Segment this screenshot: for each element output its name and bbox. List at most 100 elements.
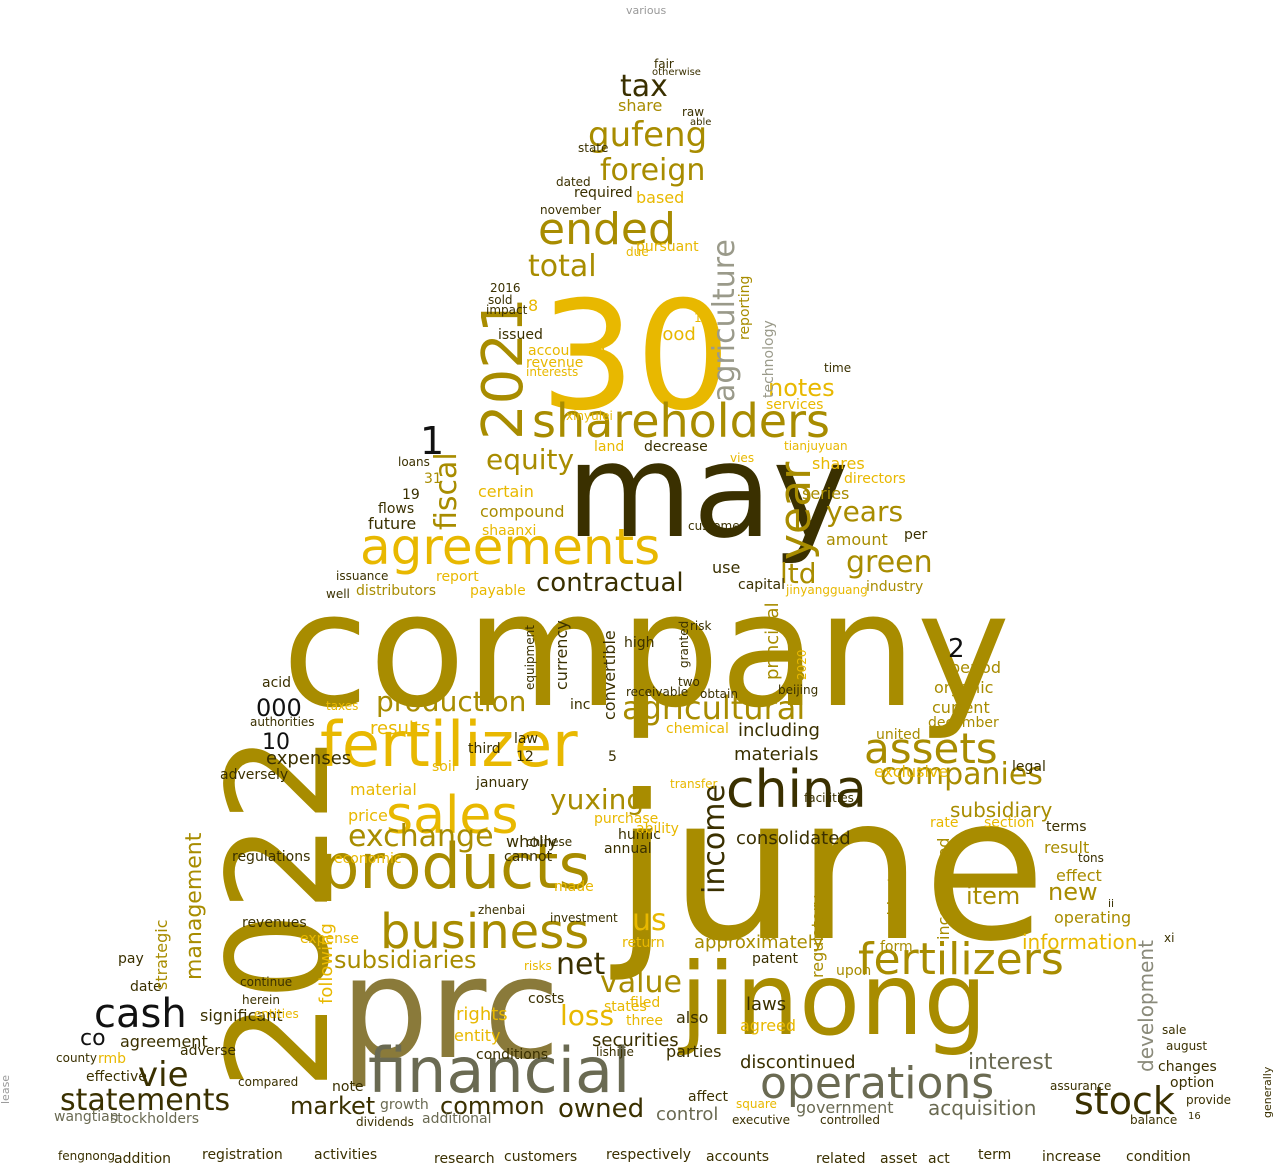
word: states	[604, 999, 647, 1015]
word: companies	[880, 757, 1043, 792]
word: company	[282, 559, 1011, 743]
word: state	[578, 141, 609, 155]
word: following	[316, 923, 337, 1004]
word: 2	[948, 634, 965, 664]
word: xi	[1164, 931, 1175, 945]
word: wholly	[506, 832, 558, 851]
word: pursuant	[636, 239, 699, 255]
word: agriculture	[707, 239, 742, 402]
word: convertible	[600, 630, 619, 720]
word: date	[130, 979, 162, 995]
word: well	[326, 587, 350, 601]
word: material	[350, 780, 417, 799]
word: loss	[560, 999, 615, 1032]
word: activities	[314, 1147, 378, 1163]
word: 8	[528, 296, 539, 315]
word: accounting	[528, 343, 606, 359]
word: equity	[486, 443, 575, 476]
word: made	[554, 879, 594, 895]
word: principal	[762, 602, 783, 680]
word: incorporated	[934, 837, 953, 940]
word: rate	[930, 815, 959, 831]
word: operating	[1054, 908, 1132, 927]
word: ability	[636, 821, 679, 837]
word: changes	[1158, 1059, 1217, 1075]
word: products	[320, 830, 591, 903]
word: 16	[1188, 1111, 1201, 1122]
word: balance	[1130, 1113, 1178, 1127]
word: able	[690, 117, 712, 128]
word: affect	[688, 1089, 729, 1105]
word: contractual	[536, 568, 684, 598]
word: adversely	[220, 767, 289, 783]
word: risks	[524, 959, 552, 973]
word: due	[626, 245, 649, 259]
word: zhenbai	[478, 903, 526, 917]
word: third	[468, 741, 501, 757]
word: pay	[118, 951, 144, 967]
word: transfer	[670, 777, 718, 791]
word: management	[182, 832, 207, 980]
word: assets	[864, 724, 998, 773]
word: stock	[1074, 1079, 1175, 1123]
word: jinong	[680, 941, 987, 1058]
word: fertilizers	[858, 934, 1064, 985]
word: us	[632, 903, 667, 938]
word: information	[1022, 930, 1138, 954]
word: june	[614, 753, 1047, 986]
word: time	[824, 361, 852, 375]
word: gufeng	[588, 115, 708, 155]
word: reporting	[737, 275, 753, 340]
word: exclusive	[874, 762, 949, 781]
word: provide	[1186, 1093, 1232, 1107]
word: facilities	[804, 791, 854, 805]
word: 31	[424, 471, 442, 487]
word: research	[434, 1151, 495, 1167]
word: payable	[470, 583, 526, 599]
word: fengnong	[58, 1149, 115, 1163]
word: 10	[262, 730, 290, 755]
word: dividends	[356, 1115, 414, 1129]
word: year	[770, 461, 821, 560]
word: county	[56, 1051, 97, 1065]
word: capital	[738, 577, 786, 593]
word: revenues	[242, 915, 307, 931]
word: based	[636, 188, 685, 207]
word: interests	[526, 365, 579, 379]
word: term	[978, 1147, 1012, 1163]
word: certain	[478, 482, 534, 501]
word: risk	[690, 619, 712, 633]
word: entity	[454, 1026, 501, 1045]
word: entities	[254, 1007, 299, 1021]
word: fertilizer	[320, 708, 578, 781]
word: additional	[422, 1111, 492, 1127]
word: owned	[558, 1094, 645, 1124]
word: 12	[516, 749, 534, 765]
word: two	[678, 675, 700, 689]
word: subsidiary	[950, 798, 1053, 822]
word: rmb	[98, 1051, 127, 1067]
word: high	[624, 635, 655, 651]
word: 15	[694, 311, 710, 325]
word: xinyulei	[566, 409, 613, 423]
word: production	[376, 685, 527, 718]
word: receivable	[626, 685, 689, 699]
word: technology	[761, 320, 777, 398]
word: generally	[1261, 1066, 1274, 1118]
word: vies	[730, 451, 755, 465]
word: filed	[630, 995, 661, 1011]
word: currency	[552, 620, 571, 690]
word: 2022	[198, 733, 361, 1090]
word: ended	[538, 204, 676, 255]
word: tax	[620, 69, 668, 104]
word: materials	[734, 744, 819, 765]
word: fair	[654, 57, 674, 71]
word: purchase	[594, 811, 659, 827]
word: including	[738, 720, 820, 741]
word: 000	[256, 694, 302, 722]
word: per	[904, 527, 928, 543]
word: impact	[486, 303, 528, 317]
word: report	[436, 569, 479, 585]
word: agreed	[740, 1016, 797, 1035]
word: regulatory	[808, 895, 827, 978]
